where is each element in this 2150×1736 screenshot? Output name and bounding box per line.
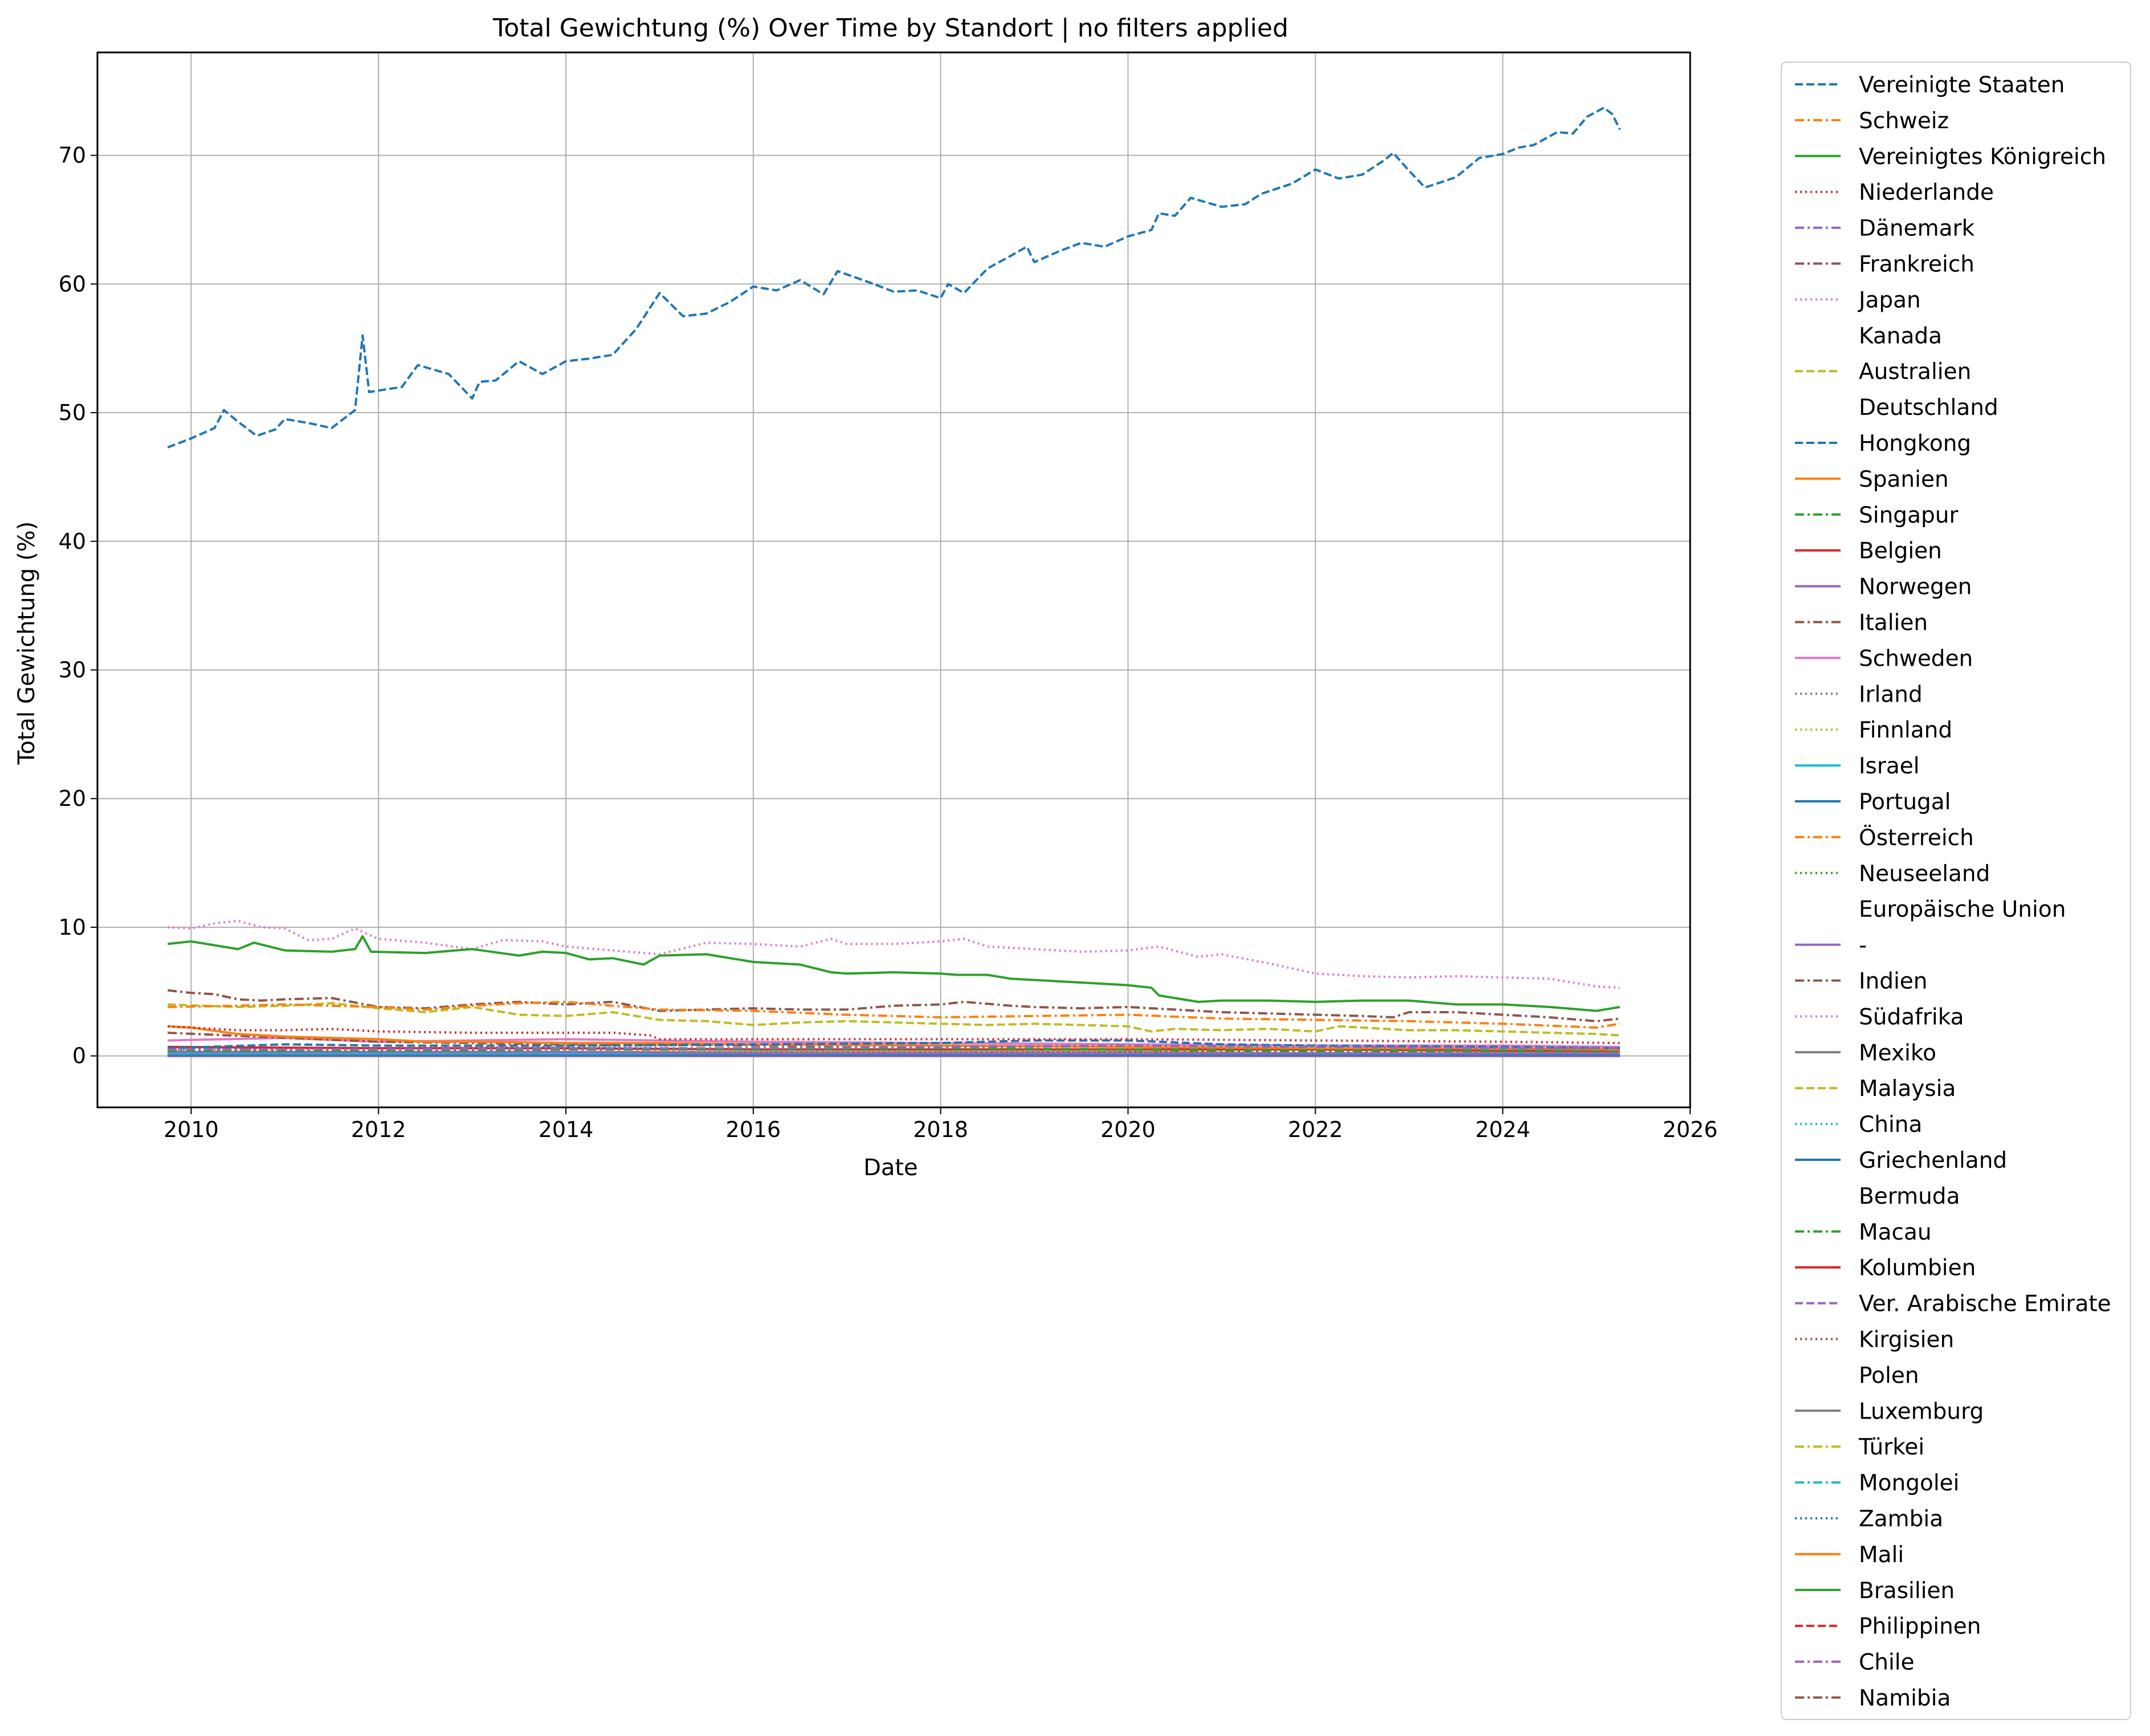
x-tick-label: 2026 [1663, 1117, 1718, 1142]
legend-label: Kirgisien [1859, 1327, 1954, 1353]
x-tick-label: 2018 [913, 1117, 968, 1142]
series-line-hongkong [168, 1039, 1620, 1050]
x-tick-label: 2022 [1288, 1117, 1343, 1142]
legend-label: Irland [1859, 682, 1923, 707]
legend-label: Namibia [1859, 1686, 1951, 1711]
legend-label: Vereinigtes Königreich [1859, 144, 2106, 170]
x-tick-label: 2010 [164, 1117, 219, 1142]
legend-label: Mexiko [1859, 1040, 1936, 1066]
y-axis-label: Total Gewichtung (%) [14, 521, 40, 765]
legend-label: Kanada [1859, 323, 1942, 349]
series-line-australien [168, 1002, 1620, 1037]
axis-ticks: 2010 2012 2014 2016 2018 2020 2022 2024 2026 0 10 2… [59, 143, 1718, 1142]
y-tick-label: 50 [59, 400, 86, 425]
x-tick-label: 2024 [1475, 1117, 1531, 1142]
legend-label: Australien [1859, 359, 1971, 385]
y-tick-label: 0 [72, 1044, 86, 1069]
legend-label: Ver. Arabische Emirate [1859, 1291, 2111, 1317]
legend-label: Singapur [1859, 503, 1959, 528]
x-tick-label: 2016 [726, 1117, 781, 1142]
legend-label: Zambia [1859, 1506, 1943, 1532]
x-tick-label: 2014 [538, 1117, 594, 1142]
legend-label: Indien [1859, 969, 1928, 995]
x-axis-label: Date [863, 1155, 918, 1181]
y-tick-label: 10 [59, 915, 86, 940]
y-tick-label: 40 [59, 529, 86, 554]
x-tick-label: 2020 [1100, 1117, 1156, 1142]
legend-label: Portugal [1859, 789, 1951, 815]
y-tick-label: 30 [59, 658, 86, 683]
legend-label: Norwegen [1859, 574, 1972, 600]
x-tick-label: 2012 [351, 1117, 406, 1142]
series-lines [167, 107, 1621, 1057]
series-line-dänemark [168, 1044, 1620, 1051]
legend-label: Deutschland [1859, 395, 1998, 421]
y-tick-label: 60 [59, 271, 86, 296]
legend-label: Türkei [1858, 1435, 1924, 1460]
series-line-schweden [168, 1037, 1620, 1048]
legend-label: Dänemark [1859, 216, 1975, 242]
legend-label: Mongolei [1859, 1470, 1960, 1496]
series-line-frankreich [168, 989, 1620, 1022]
legend-label: Vereinigte Staaten [1859, 72, 2065, 98]
legend-label: Luxemburg [1859, 1399, 1984, 1424]
legend-label: Japan [1857, 287, 1921, 313]
legend-label: Schweiz [1859, 108, 1949, 134]
legend-label: Philippinen [1859, 1614, 1981, 1640]
series-line-singapur [168, 1047, 1620, 1052]
legend-label: Mali [1859, 1542, 1904, 1568]
legend-label: Niederlande [1859, 180, 1994, 206]
series-line-vereinigte-staaten [167, 107, 1621, 449]
legend-label: Chile [1859, 1650, 1915, 1676]
plot-frame [96, 51, 1691, 1109]
y-tick-label: 20 [59, 786, 86, 811]
legend [1781, 62, 2131, 1720]
legend-label: Südafrika [1859, 1004, 1964, 1030]
legend-label: Griechenland [1859, 1148, 2007, 1173]
series-line-norwegen [168, 1050, 1620, 1055]
legend-label: Europäische Union [1859, 897, 2066, 923]
legend-label: Belgien [1859, 539, 1942, 564]
legend-label: Macau [1859, 1220, 1932, 1245]
legend-label: Finnland [1859, 718, 1952, 743]
series-line-schweiz [168, 1000, 1621, 1029]
legend-label: China [1859, 1112, 1922, 1138]
legend-label: Österreich [1859, 825, 1974, 851]
legend-label: Hongkong [1859, 431, 1971, 457]
legend-label: Brasilien [1859, 1578, 1955, 1604]
legend-label: Israel [1859, 753, 1920, 779]
legend-label: Kolumbien [1859, 1256, 1976, 1281]
series-line-spanien [168, 1025, 1620, 1051]
series-line-vereinigtes-königreich [168, 935, 1621, 1012]
legend-label: Neuseeland [1859, 861, 1990, 887]
legend-label: Bermuda [1859, 1184, 1960, 1209]
legend-label: - [1859, 933, 1867, 959]
legend-label: Frankreich [1859, 252, 1974, 278]
chart-title: Total Gewichtung (%) Over Time by Stando… [492, 14, 1288, 43]
series-line-japan [168, 919, 1620, 989]
legend-label: Polen [1859, 1363, 1919, 1388]
legend-label: Italien [1859, 610, 1928, 636]
legend-label: Spanien [1859, 467, 1949, 492]
legend-label: Schweden [1859, 646, 1973, 671]
legend-label: Malaysia [1859, 1076, 1956, 1102]
y-tick-label: 70 [59, 143, 86, 168]
